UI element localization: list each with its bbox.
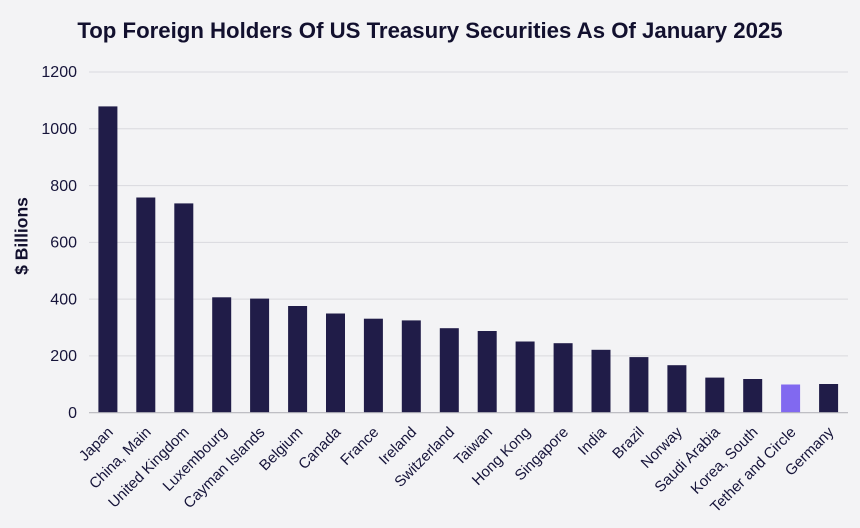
- svg-text:0: 0: [68, 405, 77, 422]
- svg-text:200: 200: [50, 348, 77, 365]
- svg-text:1200: 1200: [41, 64, 77, 81]
- svg-text:400: 400: [50, 291, 77, 308]
- svg-text:$ Billions: $ Billions: [12, 197, 32, 275]
- svg-text:600: 600: [50, 235, 77, 252]
- svg-text:800: 800: [50, 178, 77, 195]
- svg-text:1000: 1000: [41, 121, 77, 138]
- svg-text:Top Foreign Holders Of US Trea: Top Foreign Holders Of US Treasury Secur…: [77, 18, 782, 43]
